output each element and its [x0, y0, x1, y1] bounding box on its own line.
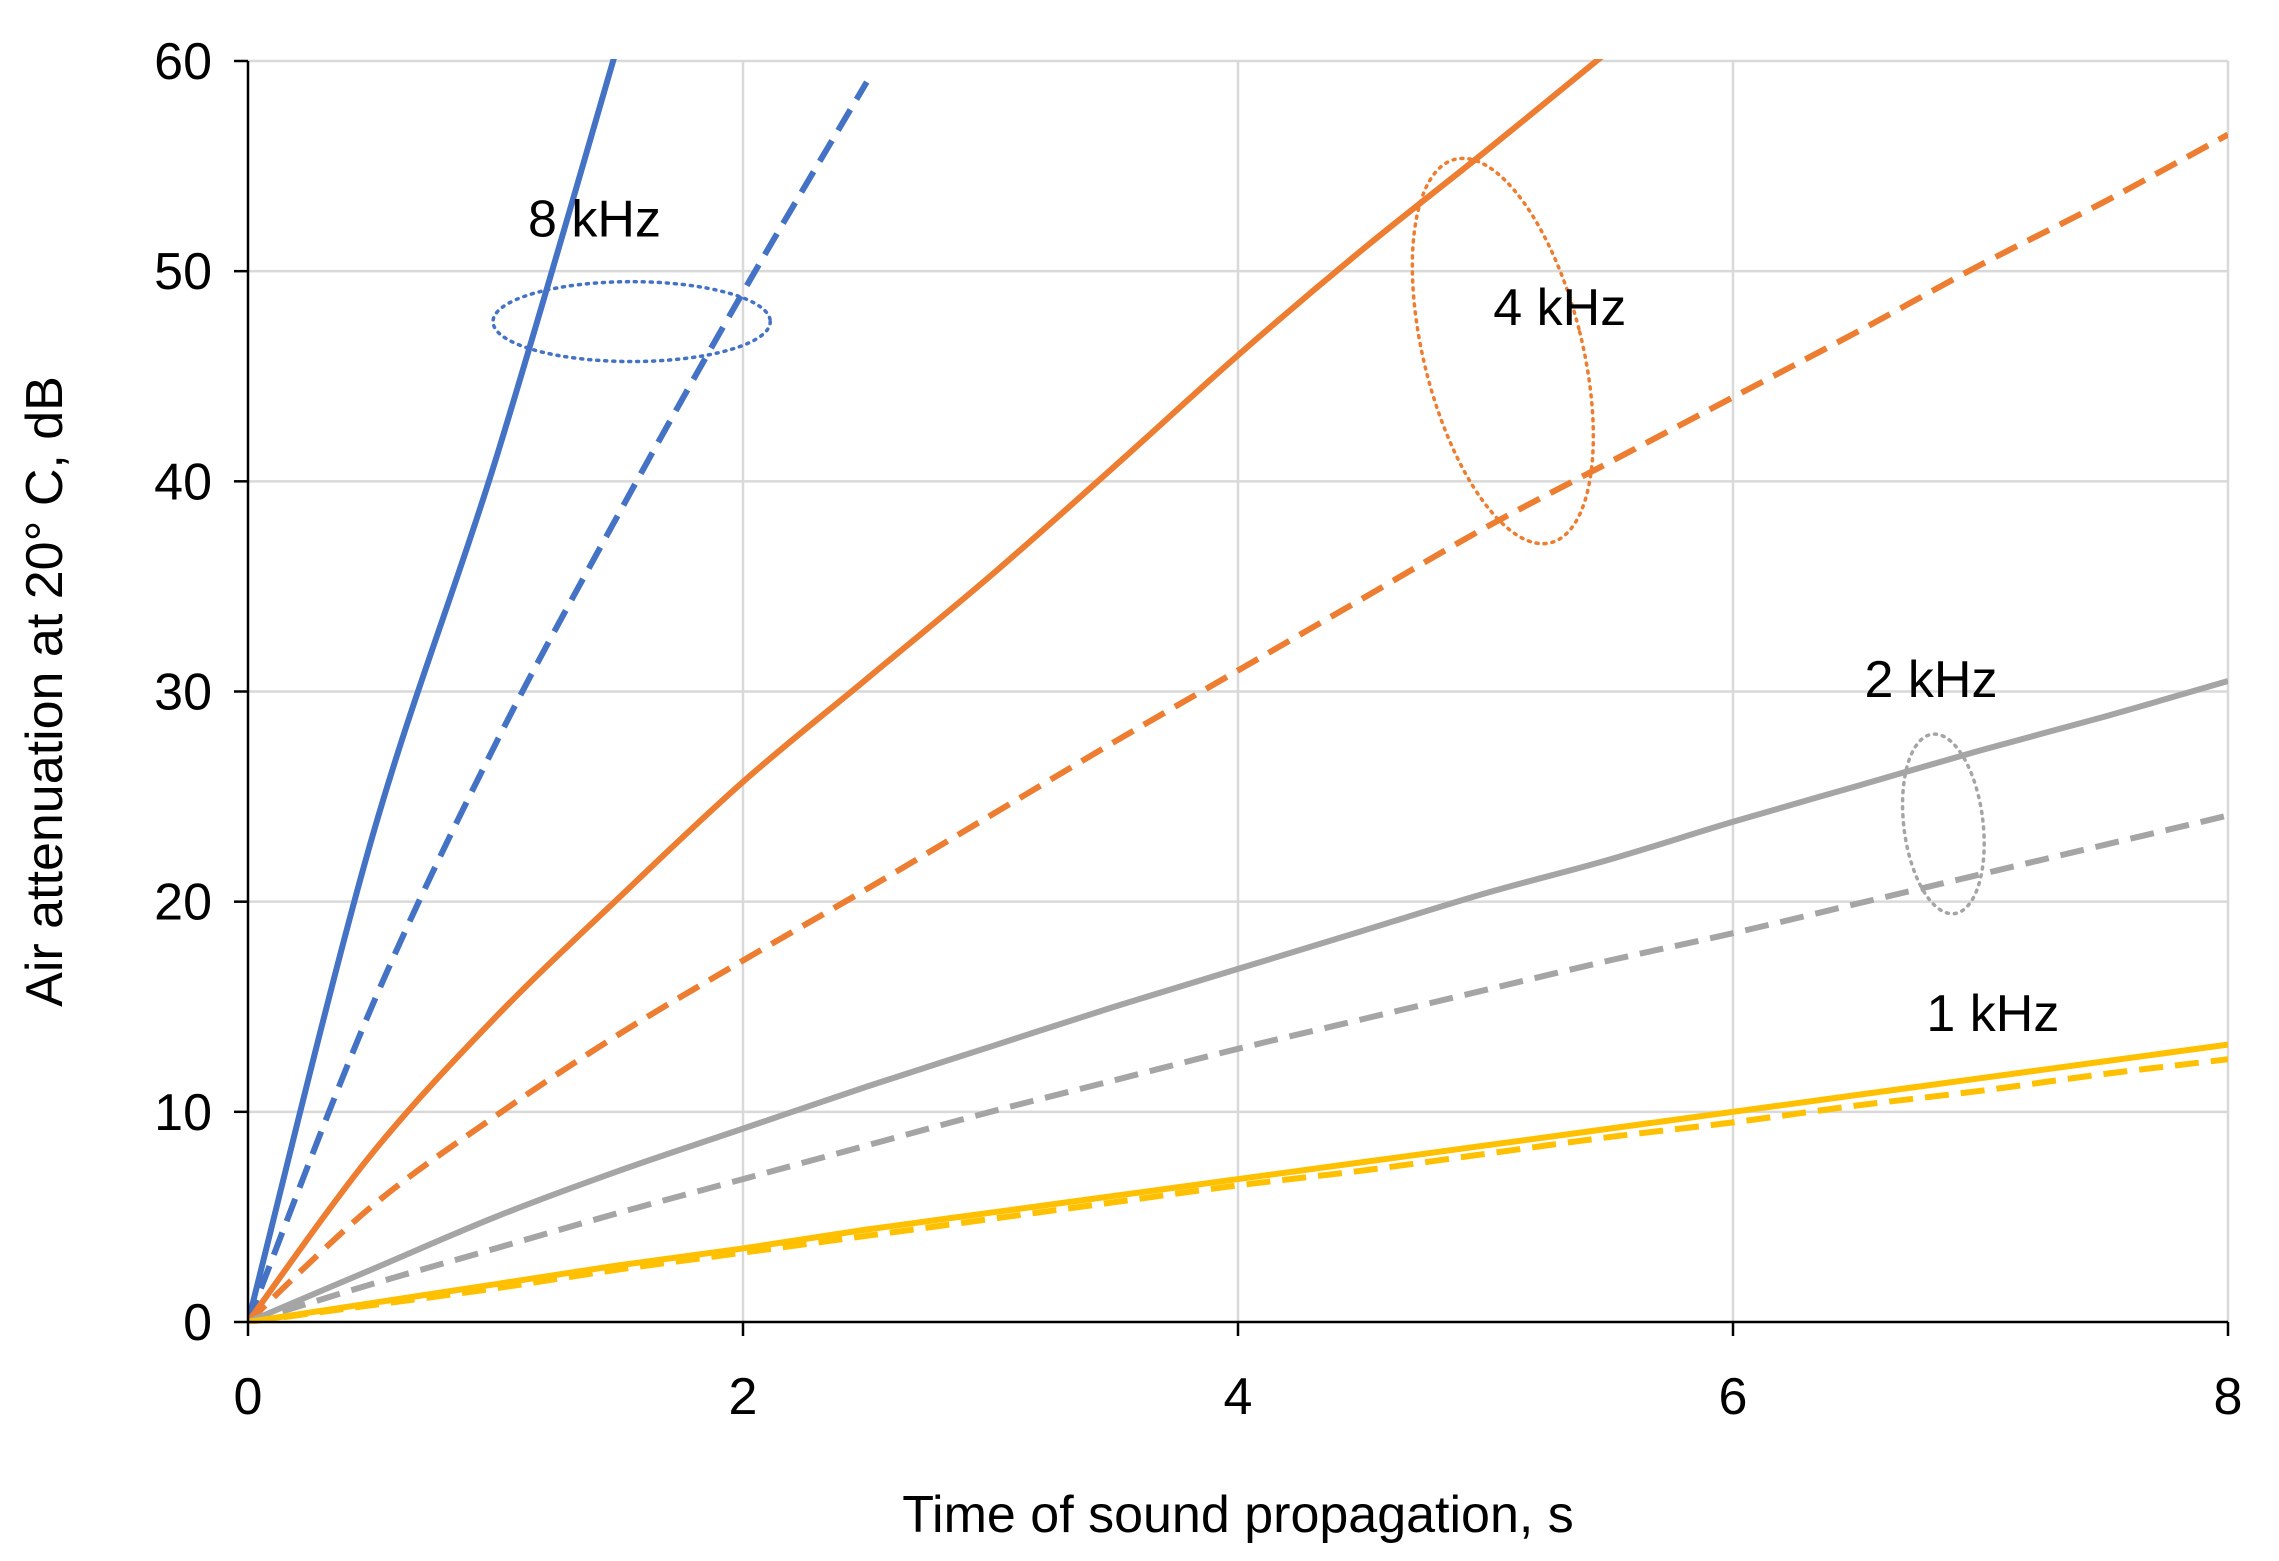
tick-labels: 0 10 20 30 40 50 60 0 2 4 6 8 [154, 33, 2242, 1426]
x-tick-label: 8 [2214, 1368, 2243, 1426]
x-tick-label: 2 [729, 1368, 758, 1426]
y-tick-label: 10 [154, 1084, 212, 1142]
y-tick-label: 40 [154, 453, 212, 511]
group-ellipse-8-khz [491, 279, 772, 364]
y-axis-title: Air attenuation at 20° C, dB [16, 376, 74, 1007]
annotation-8-khz: 8 kHz [528, 191, 661, 249]
series-line-8-khz-dashed [248, 80, 870, 1324]
group-ellipses [491, 156, 1986, 916]
series-lines [248, 59, 2228, 1324]
x-tick-label: 6 [1719, 1368, 1748, 1426]
series-line-2-khz-solid [248, 678, 2228, 1324]
y-tick-label: 20 [154, 874, 212, 932]
axes [234, 59, 2230, 1336]
group-ellipse-2-khz [1900, 732, 1986, 916]
x-tick-label: 0 [234, 1368, 263, 1426]
series-line-4-khz-solid [248, 59, 1604, 1324]
group-ellipse-4-khz [1410, 156, 1596, 546]
y-tick-label: 30 [154, 664, 212, 722]
series-line-1-khz-dashed [248, 1056, 2228, 1324]
annotation-2-khz: 2 kHz [1865, 651, 1998, 709]
annotation-1-khz: 1 kHz [1926, 985, 2059, 1043]
annotations: 8 kHz 4 kHz 2 kHz 1 kHz [528, 191, 2059, 1043]
series-line-8-khz-solid [248, 59, 617, 1323]
gridlines [248, 59, 2230, 1322]
x-axis-title: Time of sound propagation, s [902, 1486, 1574, 1544]
annotation-4-khz: 4 kHz [1493, 279, 1626, 337]
y-tick-label: 50 [154, 243, 212, 301]
y-tick-label: 0 [183, 1294, 212, 1352]
x-tick-label: 4 [1224, 1368, 1253, 1426]
series-line-4-khz-dashed [248, 131, 2228, 1324]
series-line-1-khz-solid [248, 1041, 2228, 1324]
series-line-2-khz-dashed [248, 812, 2228, 1324]
y-tick-label: 60 [154, 33, 212, 91]
